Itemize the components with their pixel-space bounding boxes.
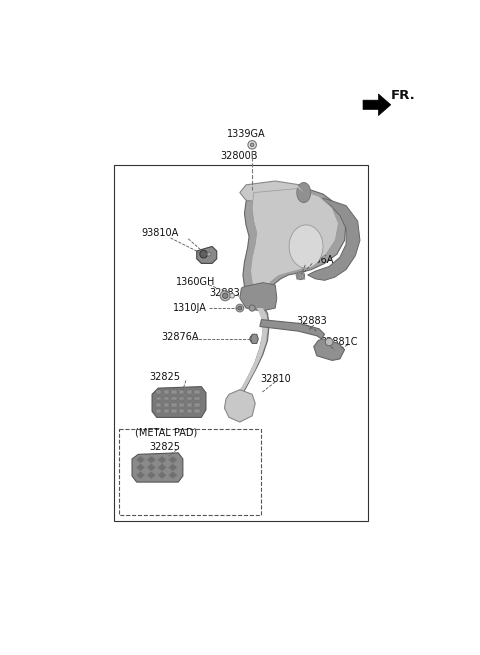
Text: 32876A: 32876A bbox=[161, 332, 199, 343]
Bar bbox=[187, 397, 192, 400]
Bar bbox=[164, 390, 169, 394]
Polygon shape bbox=[168, 456, 178, 464]
Circle shape bbox=[236, 304, 244, 312]
Bar bbox=[194, 390, 200, 394]
Polygon shape bbox=[248, 183, 304, 193]
Text: 32825: 32825 bbox=[150, 372, 181, 383]
Circle shape bbox=[249, 305, 255, 311]
Bar bbox=[187, 409, 192, 413]
Circle shape bbox=[230, 293, 234, 298]
Polygon shape bbox=[308, 198, 360, 280]
Polygon shape bbox=[260, 320, 324, 339]
Circle shape bbox=[200, 250, 207, 258]
Polygon shape bbox=[168, 472, 178, 479]
Bar bbox=[156, 403, 161, 407]
Polygon shape bbox=[251, 334, 258, 343]
Polygon shape bbox=[251, 189, 338, 298]
Circle shape bbox=[250, 335, 258, 343]
Polygon shape bbox=[157, 472, 167, 479]
Polygon shape bbox=[152, 386, 206, 417]
Bar bbox=[194, 397, 200, 400]
Circle shape bbox=[248, 141, 256, 149]
Text: 32883: 32883 bbox=[296, 316, 327, 326]
Text: 32883: 32883 bbox=[210, 288, 240, 297]
Text: 93810A: 93810A bbox=[141, 229, 179, 238]
Bar bbox=[194, 409, 200, 413]
Text: 32881C: 32881C bbox=[321, 337, 358, 347]
Circle shape bbox=[207, 252, 211, 256]
Polygon shape bbox=[232, 306, 269, 403]
Polygon shape bbox=[136, 464, 145, 472]
Text: 32825: 32825 bbox=[150, 441, 181, 452]
Circle shape bbox=[223, 293, 228, 299]
Polygon shape bbox=[197, 246, 217, 263]
Text: 1360GH: 1360GH bbox=[176, 277, 216, 287]
Ellipse shape bbox=[289, 225, 323, 268]
Text: 1310JA: 1310JA bbox=[173, 303, 207, 313]
Bar bbox=[179, 390, 184, 394]
Circle shape bbox=[325, 338, 333, 346]
Polygon shape bbox=[157, 456, 167, 464]
Polygon shape bbox=[157, 464, 167, 472]
Polygon shape bbox=[132, 453, 183, 482]
Bar bbox=[114, 165, 368, 521]
Bar bbox=[187, 403, 192, 407]
Bar bbox=[156, 409, 161, 413]
Bar bbox=[171, 397, 177, 400]
Bar bbox=[179, 397, 184, 400]
Text: 32886A: 32886A bbox=[296, 255, 334, 265]
Text: 1339GA: 1339GA bbox=[227, 129, 265, 139]
Bar bbox=[171, 409, 177, 413]
Polygon shape bbox=[136, 456, 145, 464]
Bar bbox=[187, 390, 192, 394]
Bar bbox=[194, 403, 200, 407]
Circle shape bbox=[251, 143, 254, 147]
Bar bbox=[164, 403, 169, 407]
Text: FR.: FR. bbox=[391, 89, 416, 102]
Polygon shape bbox=[147, 456, 156, 464]
Polygon shape bbox=[240, 283, 277, 311]
Text: (METAL PAD): (METAL PAD) bbox=[135, 428, 197, 438]
Polygon shape bbox=[225, 390, 255, 422]
Bar bbox=[156, 390, 161, 394]
Circle shape bbox=[297, 272, 304, 280]
Bar bbox=[164, 409, 169, 413]
Polygon shape bbox=[136, 472, 145, 479]
Text: 32800B: 32800B bbox=[221, 151, 258, 160]
Bar bbox=[179, 403, 184, 407]
Polygon shape bbox=[168, 464, 178, 472]
Polygon shape bbox=[363, 94, 391, 115]
Text: 32810: 32810 bbox=[260, 374, 290, 384]
Circle shape bbox=[220, 291, 230, 301]
Ellipse shape bbox=[297, 183, 311, 202]
Polygon shape bbox=[240, 181, 306, 204]
Polygon shape bbox=[235, 308, 267, 398]
Bar bbox=[179, 409, 184, 413]
Polygon shape bbox=[147, 464, 156, 472]
Bar bbox=[171, 403, 177, 407]
Bar bbox=[171, 390, 177, 394]
Bar bbox=[156, 397, 161, 400]
Polygon shape bbox=[243, 187, 346, 308]
Circle shape bbox=[238, 306, 242, 310]
Polygon shape bbox=[314, 339, 345, 360]
Bar bbox=[119, 429, 262, 515]
Polygon shape bbox=[147, 472, 156, 479]
Bar bbox=[164, 397, 169, 400]
